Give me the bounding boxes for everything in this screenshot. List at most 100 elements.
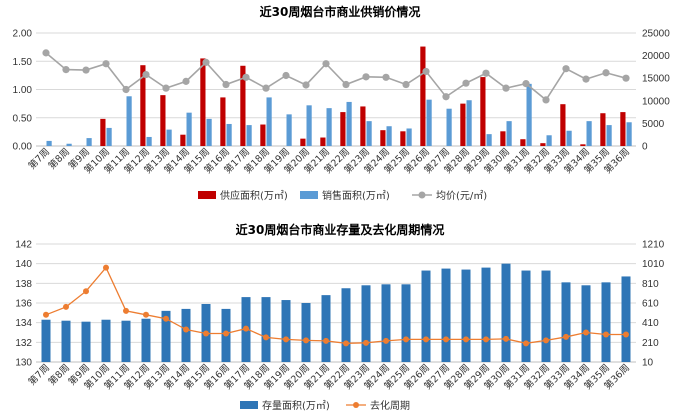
price-line [45, 52, 627, 102]
y-right-tick-label: 0 [642, 142, 648, 153]
stock-bar [481, 267, 491, 362]
cycle-point [463, 336, 469, 343]
sales-bar [226, 123, 232, 146]
supply-bar [540, 143, 546, 146]
y-right-tick-label: 410 [642, 318, 659, 329]
cycle-point [103, 264, 109, 271]
cycle-point [203, 330, 209, 337]
sales-bar [606, 125, 612, 146]
price-point [362, 73, 370, 81]
cycle-point [443, 336, 449, 343]
cycle-point [523, 340, 529, 347]
sales-bar [306, 105, 312, 146]
price-point [202, 58, 210, 66]
price-point [342, 80, 350, 89]
price-point [562, 65, 570, 73]
supply-bar [400, 131, 406, 146]
stock-bar [261, 297, 271, 362]
supply-bar [300, 138, 306, 146]
cycle-point [123, 307, 129, 314]
stock-bar [441, 268, 451, 362]
sales-bar [366, 121, 372, 146]
stock-bar [501, 263, 511, 362]
cycle-point [63, 303, 69, 310]
sales-bar [386, 126, 392, 146]
supply-bar [560, 104, 566, 146]
cycle-point [43, 311, 49, 318]
stock-bar [541, 270, 551, 362]
price-point [462, 79, 470, 87]
cycle-point [383, 337, 389, 344]
stock-bar [361, 285, 371, 362]
cycle-point [303, 337, 309, 344]
price-point [502, 84, 510, 92]
stock-bar [281, 300, 291, 362]
legend-price-marker [418, 191, 426, 199]
sales-bar [46, 140, 52, 146]
price-point [602, 69, 610, 77]
legend-stock-label: 存量面积(万㎡) [262, 399, 330, 412]
y-right-tick-label: 10 [642, 358, 654, 369]
price-point [522, 80, 530, 88]
y-right-tick-label: 1010 [642, 259, 665, 270]
supply-bar [320, 137, 326, 146]
cycle-point [83, 288, 89, 295]
stock-bar [161, 310, 171, 362]
chart-panel-2: 近30周烟台市商业存量及去化周期情况 130 132 134 136 138 140 142 1… [15, 222, 664, 412]
price-point [242, 73, 250, 81]
stock-bar [341, 288, 351, 362]
price-point [182, 77, 190, 85]
sales-bar [326, 108, 332, 146]
cycle-point [363, 339, 369, 346]
price-point [622, 74, 630, 82]
cycle-point [403, 336, 409, 343]
supply-bar [340, 112, 346, 146]
y-left-tick-label: 134 [15, 318, 32, 329]
sales-bar [486, 134, 492, 146]
supply-bar [620, 112, 626, 146]
y-left-tick-label: 1.00 [13, 85, 33, 96]
price-point [322, 60, 330, 68]
supply-bar [420, 46, 426, 147]
stock-bar [601, 282, 611, 362]
legend-supply-label: 供应面积(万㎡) [220, 189, 288, 202]
cycle-point [163, 315, 169, 322]
supply-bar [380, 130, 386, 146]
sales-bar [246, 125, 252, 146]
supply-bar [100, 118, 106, 146]
supply-bar [360, 106, 366, 146]
sales-bar [446, 108, 452, 146]
supply-bar [480, 77, 486, 146]
stock-bar [521, 270, 531, 362]
sales-bar [626, 122, 632, 146]
y-left-tick-label: 142 [15, 240, 32, 251]
chart-title: 近30周烟台市商业存量及去化周期情况 [236, 222, 445, 237]
chart-panel-1: 近30周烟台市商业供销价情况 0.00 0.50 1.00 1.50 2.00 0 5000 1… [13, 4, 671, 202]
stock-bar [561, 282, 571, 362]
x-tick-label: 第8周 [46, 362, 72, 388]
cycle-point [323, 337, 329, 344]
supply-bar [580, 144, 586, 146]
supply-bar [180, 134, 186, 146]
stock-bar [141, 318, 151, 362]
y-right-tick-label: 1210 [642, 240, 665, 251]
stock-bar [301, 303, 311, 362]
price-point [122, 85, 130, 94]
price-point [162, 84, 170, 92]
y-left-tick-label: 132 [15, 338, 32, 349]
y-right-tick-label: 810 [642, 279, 659, 290]
y-left-tick-label: 1.50 [13, 57, 33, 68]
sales-bar [206, 118, 212, 146]
y-left-tick-label: 138 [15, 279, 32, 290]
sales-bar [266, 97, 272, 146]
price-point [82, 66, 90, 74]
supply-bar [460, 103, 466, 146]
sales-bar [66, 143, 72, 146]
sales-bar [286, 114, 292, 146]
cycle-point [563, 333, 569, 340]
sales-bar [166, 129, 172, 146]
price-point [402, 80, 410, 89]
cycle-point [483, 336, 489, 343]
sales-bar [526, 83, 532, 146]
